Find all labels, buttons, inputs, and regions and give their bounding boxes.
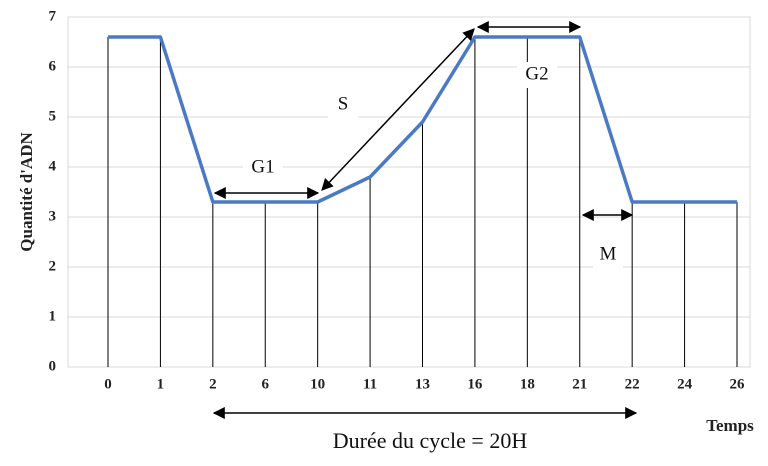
annotation: S xyxy=(338,93,349,114)
x-tick-label: 13 xyxy=(415,376,430,392)
y-axis-label: Quantité d'ADN xyxy=(17,132,36,252)
arrow xyxy=(321,28,475,191)
x-tick-label: 24 xyxy=(677,376,693,392)
x-tick-label: 21 xyxy=(572,376,587,392)
x-tick-label: 10 xyxy=(310,376,325,392)
label-bg xyxy=(243,155,283,181)
y-tick-label: 2 xyxy=(49,258,57,274)
y-tick-label: 5 xyxy=(49,108,57,124)
annotation: G1 xyxy=(251,156,274,177)
annotation: G2 xyxy=(525,63,548,84)
x-tick-label: 2 xyxy=(209,376,217,392)
y-tick-label: 1 xyxy=(49,308,57,324)
x-tick-label: 0 xyxy=(104,376,112,392)
y-tick-label: 3 xyxy=(49,208,57,224)
y-tick-label: 4 xyxy=(49,158,57,174)
label-bg xyxy=(328,92,358,118)
arrows xyxy=(212,21,638,419)
y-tick-label: 6 xyxy=(49,58,57,74)
x-tick-label: 18 xyxy=(520,376,535,392)
x-tick-label: 16 xyxy=(467,376,483,392)
x-tick-label: 6 xyxy=(262,376,270,392)
drop-lines xyxy=(107,37,738,367)
x-tick-label: 1 xyxy=(157,376,165,392)
annotation: Durée du cycle = 20H xyxy=(333,428,528,453)
label-bg xyxy=(593,242,623,268)
annotation: M xyxy=(600,243,617,264)
y-tick-label: 7 xyxy=(49,8,57,24)
annotations: G1 S G2 M Durée du cycle = 20H xyxy=(243,62,623,453)
x-tick-label: 22 xyxy=(625,376,640,392)
x-axis-label: Temps xyxy=(706,416,754,435)
y-tick-label: 0 xyxy=(49,358,57,374)
x-tick-label: 11 xyxy=(363,376,377,392)
x-tick-label: 26 xyxy=(730,376,746,392)
grid xyxy=(68,16,750,368)
label-bg xyxy=(517,62,557,88)
